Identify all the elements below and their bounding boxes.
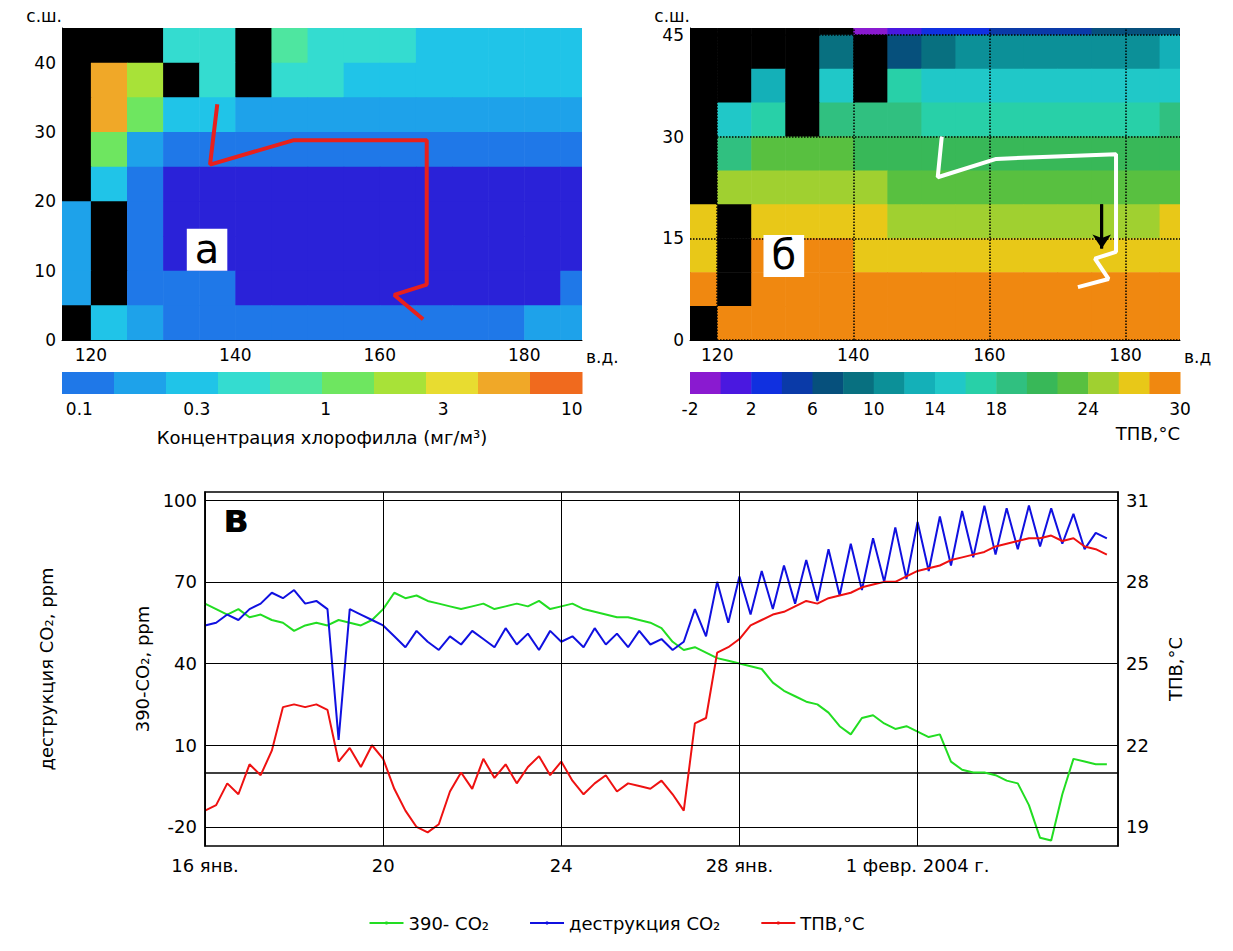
svg-text:140: 140	[219, 345, 251, 365]
svg-text:0: 0	[45, 330, 56, 350]
svg-text:25: 25	[1126, 653, 1149, 674]
svg-text:70: 70	[174, 571, 197, 592]
svg-text:1 февр. 2004 г.: 1 февр. 2004 г.	[846, 855, 990, 876]
svg-text:10: 10	[863, 399, 885, 419]
svg-text:ТПВ,°C: ТПВ,°C	[1165, 637, 1186, 702]
svg-text:с.ш.: с.ш.	[654, 6, 690, 26]
svg-text:160: 160	[364, 345, 396, 365]
svg-text:20: 20	[34, 191, 56, 211]
svg-text:120: 120	[75, 345, 107, 365]
svg-text:20: 20	[372, 855, 395, 876]
svg-text:120: 120	[701, 345, 733, 365]
svg-text:3: 3	[438, 399, 449, 419]
svg-text:40: 40	[34, 53, 56, 73]
svg-text:0: 0	[673, 330, 684, 350]
svg-text:Концентрация хлорофилла (мг/м³: Концентрация хлорофилла (мг/м³)	[157, 427, 488, 448]
svg-text:180: 180	[508, 345, 540, 365]
svg-text:22: 22	[1126, 735, 1149, 756]
svg-text:160: 160	[973, 345, 1005, 365]
svg-text:40: 40	[174, 653, 197, 674]
svg-text:18: 18	[985, 399, 1007, 419]
svg-text:30: 30	[662, 127, 684, 147]
svg-text:б: б	[772, 232, 797, 278]
svg-text:390-CO₂, ppm: 390-CO₂, ppm	[132, 606, 153, 733]
svg-text:деструкция CO₂: деструкция CO₂	[569, 913, 720, 934]
svg-text:30: 30	[1169, 399, 1191, 419]
svg-text:390- CO₂: 390- CO₂	[409, 913, 490, 934]
svg-text:ТПВ,°C: ТПВ,°C	[1115, 423, 1180, 444]
svg-text:10: 10	[561, 399, 583, 419]
svg-text:0.3: 0.3	[183, 399, 210, 419]
svg-text:15: 15	[662, 228, 684, 248]
svg-text:28: 28	[1126, 571, 1149, 592]
svg-text:-20: -20	[168, 816, 197, 837]
svg-text:в.д: в.д	[1184, 347, 1211, 367]
svg-text:19: 19	[1126, 816, 1149, 837]
svg-text:в.д.: в.д.	[586, 347, 619, 367]
svg-text:0.1: 0.1	[66, 399, 93, 419]
svg-text:с.ш.: с.ш.	[26, 6, 62, 26]
svg-text:6: 6	[807, 399, 818, 419]
svg-text:140: 140	[837, 345, 869, 365]
svg-text:14: 14	[924, 399, 946, 419]
svg-text:45: 45	[662, 25, 684, 45]
svg-text:-2: -2	[682, 399, 699, 419]
svg-text:100: 100	[163, 490, 197, 511]
svg-text:24: 24	[1077, 399, 1099, 419]
svg-text:1: 1	[320, 399, 331, 419]
svg-text:деструкция CO₂, ppm: деструкция CO₂, ppm	[36, 567, 57, 770]
svg-text:в: в	[223, 495, 248, 541]
svg-text:28 янв.: 28 янв.	[706, 855, 774, 876]
svg-text:10: 10	[174, 735, 197, 756]
svg-text:180: 180	[1109, 345, 1141, 365]
svg-text:16 янв.: 16 янв.	[171, 855, 239, 876]
svg-text:10: 10	[34, 261, 56, 281]
svg-text:31: 31	[1126, 490, 1149, 511]
svg-text:2: 2	[746, 399, 757, 419]
svg-text:ТПВ,°C: ТПВ,°C	[799, 913, 864, 934]
svg-text:24: 24	[550, 855, 573, 876]
svg-text:30: 30	[34, 122, 56, 142]
svg-text:а: а	[195, 226, 220, 272]
